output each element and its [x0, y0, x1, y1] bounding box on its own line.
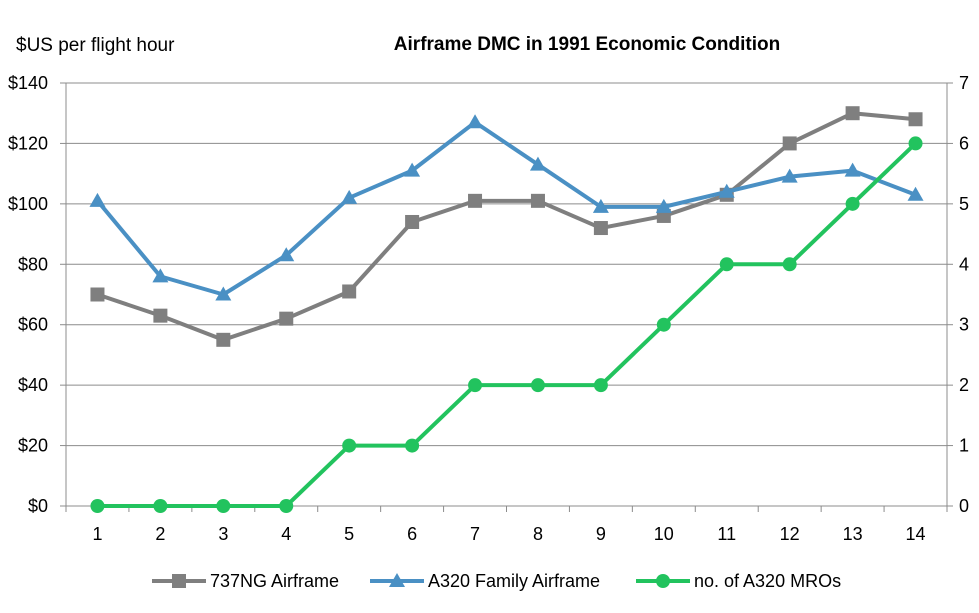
series-737ng-airframe [90, 106, 923, 347]
y2-tick-label: 2 [959, 375, 969, 395]
legend-marker [172, 574, 186, 588]
data-point [90, 499, 105, 513]
data-point [152, 268, 169, 283]
x-tick-label: 5 [344, 524, 354, 544]
data-point [279, 311, 294, 326]
y2-tick-label: 3 [959, 315, 969, 335]
data-point [592, 198, 609, 213]
legend-item: no. of A320 MROs [636, 571, 841, 591]
series-line [96, 111, 916, 342]
y2-tick-label: 4 [959, 254, 969, 274]
series-a320-family-airframe [89, 114, 924, 301]
series-group [89, 106, 924, 513]
data-point [342, 284, 357, 299]
x-tick-label: 12 [780, 524, 800, 544]
y2-tick-label: 0 [959, 496, 969, 516]
legend-label: A320 Family Airframe [428, 571, 600, 591]
legend: 737NG Airframe A320 Family Airframe no. of… [152, 571, 841, 591]
data-point [908, 112, 923, 127]
x-tick-label: 11 [717, 524, 736, 544]
data-point [278, 247, 295, 262]
x-tick-label: 8 [533, 524, 543, 544]
data-point [529, 156, 546, 171]
y-axis-label: $US per flight hour [16, 35, 175, 56]
y-tick-label: $20 [18, 436, 48, 456]
data-point [405, 438, 420, 453]
y2-tick-label: 6 [959, 133, 969, 153]
data-point [845, 106, 860, 121]
y-tick-label: $60 [18, 315, 48, 335]
data-point [718, 183, 735, 198]
series-line [95, 120, 917, 297]
axes [60, 82, 953, 512]
data-point [907, 186, 924, 201]
legend-label: 737NG Airframe [210, 571, 339, 591]
legend-marker [389, 573, 405, 587]
y-tick-label: $120 [8, 133, 48, 153]
series-no-of-a320-mros [90, 136, 923, 513]
data-point [216, 499, 231, 513]
x-tick-label: 7 [470, 524, 480, 544]
data-point [89, 192, 106, 207]
data-point [153, 308, 168, 323]
data-point [216, 332, 231, 347]
data-point [908, 136, 923, 151]
data-point [404, 162, 421, 177]
data-point [279, 499, 294, 513]
x-tick-label: 4 [281, 524, 291, 544]
data-point [215, 286, 232, 301]
data-point [90, 287, 105, 302]
y-tick-label: $40 [18, 375, 48, 395]
data-point [468, 193, 483, 208]
x-tick-label: 1 [92, 524, 102, 544]
legend-item: 737NG Airframe [152, 571, 339, 591]
x-tick-label: 6 [407, 524, 417, 544]
y-tick-label: $80 [18, 254, 48, 274]
data-point [719, 257, 734, 272]
series-line [97, 141, 917, 508]
legend-label: no. of A320 MROs [694, 571, 841, 591]
data-point [845, 196, 860, 211]
x-tick-label: 2 [155, 524, 165, 544]
data-point [782, 136, 797, 151]
x-tick-label: 13 [843, 524, 863, 544]
data-point [530, 193, 545, 208]
gridlines [66, 82, 947, 447]
data-point [342, 438, 357, 453]
data-point [781, 168, 798, 183]
y2-tick-label: 1 [959, 436, 969, 456]
data-point [468, 378, 483, 393]
x-tick-label: 14 [906, 524, 926, 544]
data-point [467, 114, 484, 129]
x-tick-label: 10 [654, 524, 674, 544]
data-point [782, 257, 797, 272]
y-tick-label: $140 [8, 73, 48, 93]
legend-marker [656, 574, 670, 588]
x-tick-label: 9 [596, 524, 606, 544]
y-tick-label: $100 [8, 194, 48, 214]
legend-item: A320 Family Airframe [370, 571, 600, 591]
chart-title: Airframe DMC in 1991 Economic Condition [394, 34, 780, 55]
y-tick-label: $0 [28, 496, 48, 516]
data-point [405, 214, 420, 229]
data-point [153, 499, 168, 513]
data-point [844, 162, 861, 177]
x-tick-label: 3 [218, 524, 228, 544]
y2-tick-label: 7 [959, 73, 969, 93]
y2-tick-label: 5 [959, 194, 969, 214]
data-point [593, 221, 608, 236]
data-point [656, 317, 671, 332]
data-point [593, 378, 608, 393]
data-point [655, 198, 672, 213]
data-point [530, 378, 545, 393]
data-point [341, 189, 358, 204]
